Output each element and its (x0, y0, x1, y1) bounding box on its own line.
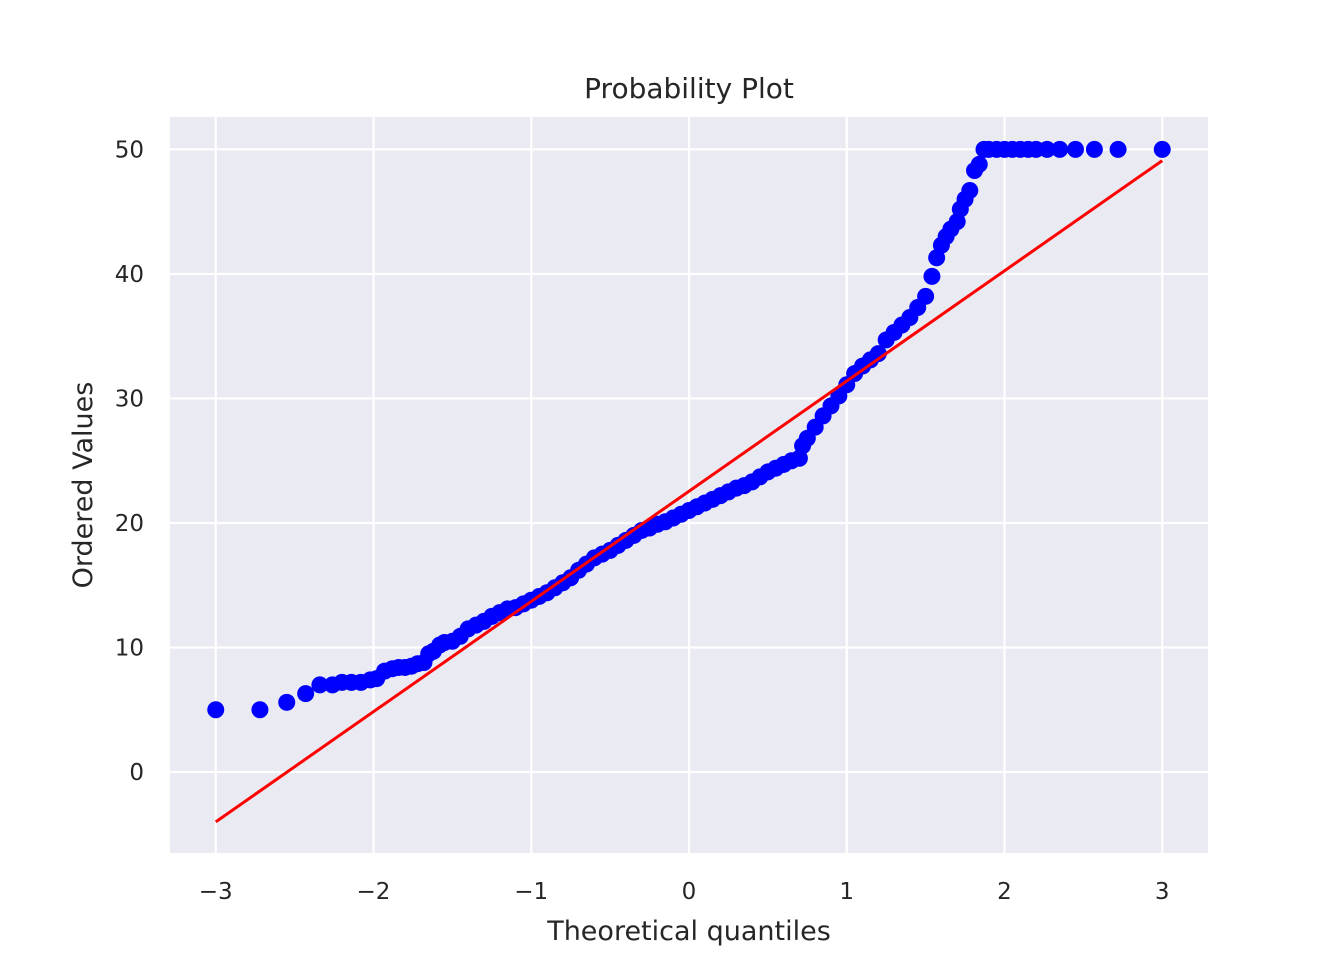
data-point (297, 685, 315, 703)
data-point (961, 181, 979, 199)
y-tick-label: 20 (115, 511, 144, 537)
fit-line (214, 159, 1164, 824)
data-points-layer (207, 140, 1171, 719)
fit-line-layer (214, 159, 1164, 824)
grid-lines (170, 117, 1208, 853)
data-point (1066, 140, 1084, 158)
data-point (923, 267, 941, 285)
data-point (1153, 140, 1171, 158)
x-tick-label: −3 (199, 879, 233, 905)
data-point (869, 345, 887, 363)
y-tick-label: 10 (115, 636, 144, 662)
x-tick-label: 2 (997, 879, 1012, 905)
x-tick-label: −2 (357, 879, 391, 905)
y-axis-label: Ordered Values (68, 382, 99, 589)
y-tick-label: 50 (115, 137, 144, 163)
data-point (251, 701, 269, 719)
data-point (1085, 140, 1103, 158)
data-point (1051, 140, 1069, 158)
data-point (278, 693, 296, 711)
y-tick-label: 40 (115, 262, 144, 288)
x-tick-label: 1 (839, 879, 854, 905)
data-point (1038, 140, 1056, 158)
data-point (311, 676, 329, 694)
chart-title: Probability Plot (584, 72, 794, 105)
data-point (970, 155, 988, 173)
data-point (207, 701, 225, 719)
y-tick-label: 30 (115, 386, 144, 412)
y-tick-label: 0 (129, 760, 144, 786)
x-tick-label: 3 (1155, 879, 1170, 905)
x-tick-label: 0 (682, 879, 697, 905)
data-point (917, 287, 935, 305)
data-point (1109, 140, 1127, 158)
x-axis-label: Theoretical quantiles (546, 916, 831, 947)
x-tick-label: −1 (514, 879, 548, 905)
